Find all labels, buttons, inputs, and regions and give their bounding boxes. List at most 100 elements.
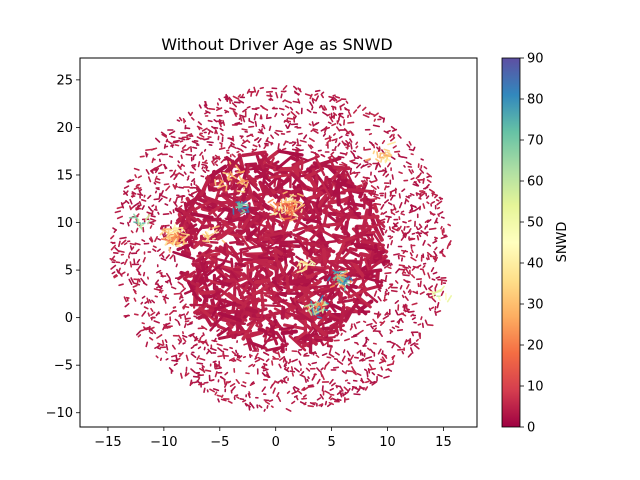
scatter-point <box>280 329 298 336</box>
scatter-point <box>372 124 381 128</box>
scatter-point <box>116 215 123 220</box>
scatter-point <box>336 241 346 261</box>
scatter-point <box>183 278 200 288</box>
scatter-point <box>316 244 336 254</box>
scatter-point <box>332 397 340 402</box>
scatter-point <box>321 374 325 381</box>
scatter-point <box>286 366 290 371</box>
scatter-point <box>162 233 165 238</box>
scatter-point <box>272 279 284 292</box>
scatter-point <box>293 385 300 391</box>
scatter-point <box>300 268 308 273</box>
scatter-point <box>159 357 163 362</box>
scatter-point <box>337 275 347 280</box>
scatter-point <box>431 292 436 300</box>
scatter-point <box>369 198 378 201</box>
scatter-point <box>132 288 137 293</box>
scatter-point <box>375 163 379 169</box>
scatter-point <box>369 380 376 385</box>
scatter-point <box>239 397 245 401</box>
scatter-point <box>157 238 161 241</box>
scatter-point <box>383 148 391 152</box>
scatter-point <box>306 185 324 195</box>
scatter-point <box>283 217 292 220</box>
scatter-point <box>328 401 335 406</box>
scatter-point <box>183 322 187 329</box>
scatter-point <box>415 174 420 180</box>
scatter-point <box>192 343 198 347</box>
scatter-point <box>350 143 353 150</box>
scatter-point <box>321 91 325 95</box>
colorbar-tick-label: 60 <box>527 175 544 190</box>
scatter-point <box>191 166 197 171</box>
scatter-point <box>308 137 315 142</box>
scatter-point <box>231 153 236 158</box>
scatter-point <box>232 358 237 362</box>
scatter-point <box>191 178 196 183</box>
colorbar-tick-label: 40 <box>527 257 544 272</box>
scatter-point <box>135 213 140 218</box>
scatter-point <box>347 288 368 299</box>
scatter-point <box>159 251 165 257</box>
scatter-point <box>313 268 329 274</box>
scatter-point <box>398 225 402 231</box>
scatter-point <box>345 100 349 104</box>
scatter-point <box>347 387 351 393</box>
scatter-point <box>408 148 415 152</box>
scatter-point <box>364 386 369 391</box>
scatter-point <box>168 130 176 135</box>
scatter-point <box>199 289 220 296</box>
scatter-point <box>422 268 426 276</box>
scatter-point <box>256 346 260 351</box>
scatter-point <box>206 238 211 244</box>
colorbar-label: SNWD <box>555 222 570 263</box>
scatter-point <box>395 344 401 349</box>
scatter-point <box>207 119 213 123</box>
scatter-point <box>197 121 202 126</box>
scatter-point <box>212 360 217 363</box>
scatter-point <box>128 278 133 286</box>
scatter-point <box>362 220 386 232</box>
scatter-point <box>329 284 336 289</box>
scatter-point <box>324 136 332 140</box>
scatter-point <box>161 229 169 234</box>
scatter-point <box>182 334 188 338</box>
scatter-point <box>182 342 186 345</box>
scatter-point <box>194 282 200 305</box>
scatter-point <box>239 114 246 118</box>
scatter-point <box>397 255 400 260</box>
scatter-point <box>315 302 321 309</box>
scatter-point <box>295 396 299 401</box>
scatter-point <box>322 111 329 117</box>
scatter-point <box>318 403 324 407</box>
scatter-point <box>138 273 142 276</box>
scatter-point <box>180 372 183 379</box>
scatter-point <box>199 367 206 373</box>
scatter-point <box>298 360 302 366</box>
scatter-point <box>338 163 347 167</box>
scatter-point <box>237 209 242 213</box>
scatter-point <box>297 350 302 356</box>
scatter-point <box>343 338 351 342</box>
scatter-point <box>180 154 183 160</box>
scatter-point <box>248 207 264 218</box>
scatter-point <box>292 224 314 232</box>
scatter-point <box>291 141 297 144</box>
scatter-point <box>200 261 210 283</box>
scatter-point <box>345 140 350 145</box>
scatter-point <box>160 273 164 278</box>
scatter-point <box>262 351 270 356</box>
scatter-point <box>265 137 269 143</box>
scatter-point <box>235 349 238 354</box>
scatter-point <box>265 220 274 234</box>
scatter-point <box>126 179 131 183</box>
scatter-point <box>302 241 317 247</box>
scatter-point <box>388 262 392 267</box>
scatter-point <box>205 292 209 303</box>
scatter-point <box>296 138 299 145</box>
scatter-point <box>379 321 384 324</box>
scatter-point <box>156 163 163 169</box>
scatter-point <box>269 383 274 389</box>
scatter-point <box>174 173 180 176</box>
scatter-point <box>248 340 267 350</box>
